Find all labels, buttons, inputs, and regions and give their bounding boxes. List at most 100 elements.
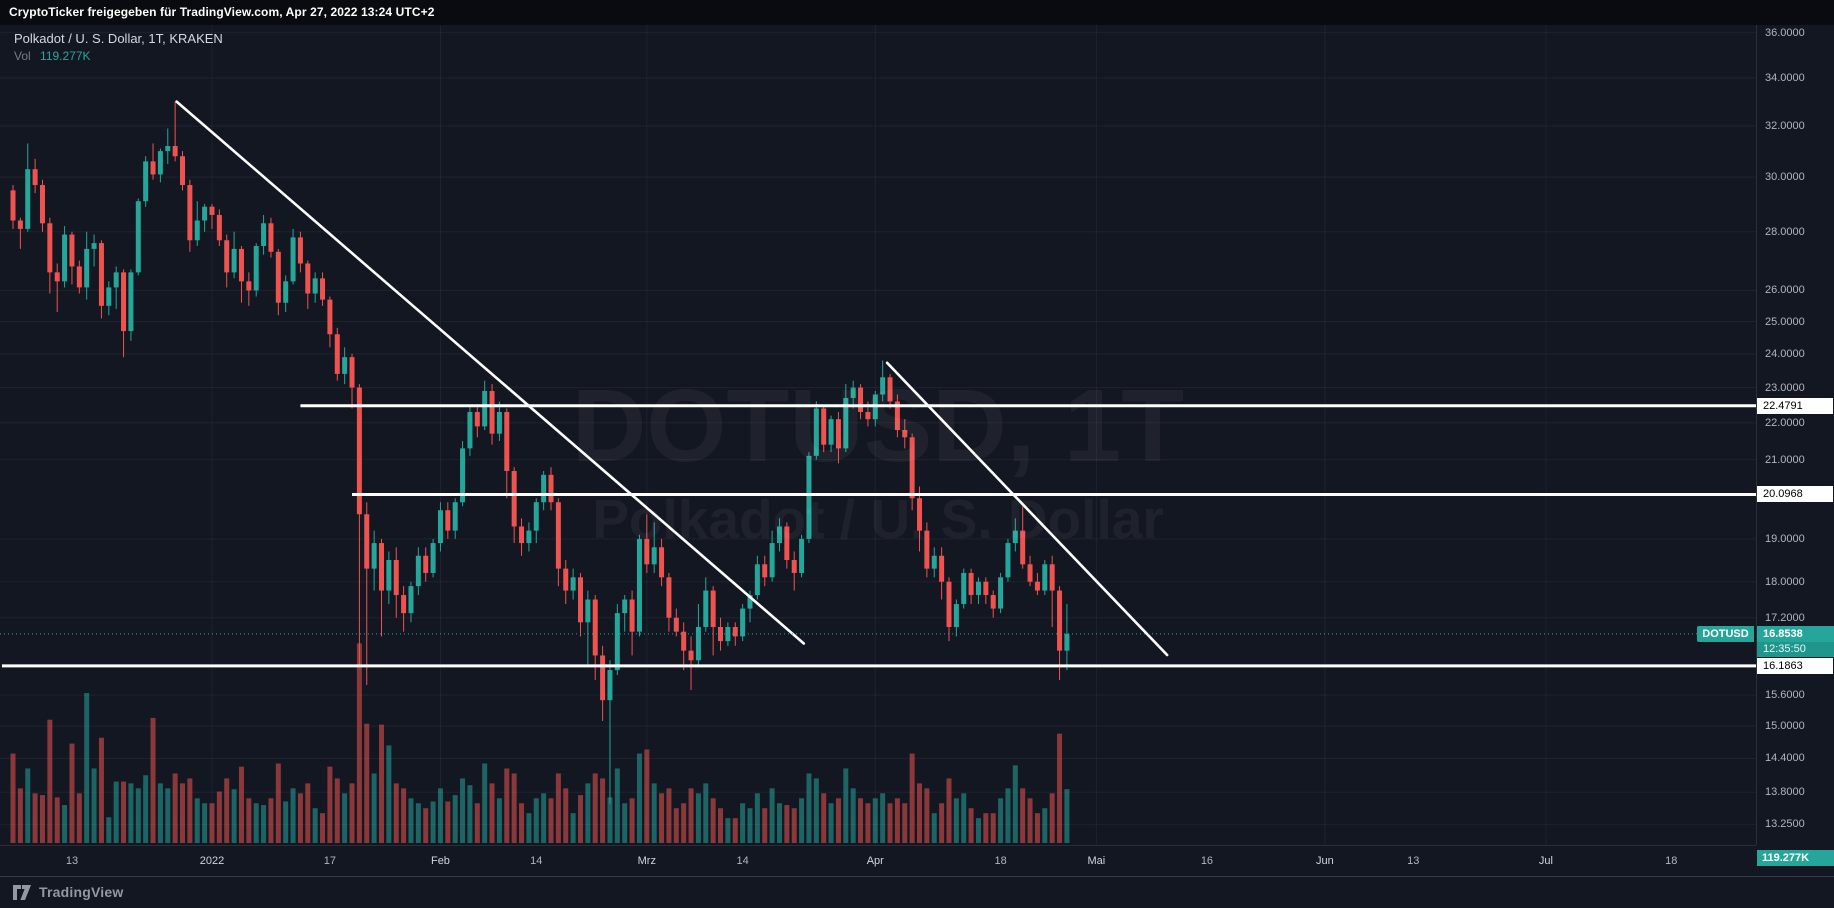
candle-body	[1064, 633, 1070, 651]
volume-bar	[268, 798, 274, 843]
candle-body	[548, 474, 554, 503]
candle-body	[880, 377, 886, 395]
candle-body	[526, 530, 532, 544]
time-tick-label: Apr	[866, 855, 884, 867]
volume-bar	[1034, 813, 1040, 843]
candle-body	[806, 455, 812, 539]
volume-bar	[975, 818, 981, 843]
candle-body	[386, 560, 392, 591]
volume-bar	[850, 788, 856, 843]
candle-body	[629, 599, 635, 632]
volume-bar	[894, 798, 900, 843]
candle-body	[1027, 564, 1033, 582]
volume-bar	[379, 724, 384, 843]
volume-bar	[261, 805, 267, 843]
volume-bar	[666, 788, 672, 843]
candle-body	[961, 572, 967, 605]
tradingview-logo-text: TradingView	[39, 884, 124, 900]
volume-bar	[504, 768, 510, 843]
volume-bar	[39, 795, 45, 843]
volume-bar	[430, 801, 436, 843]
volume-bar	[681, 803, 687, 843]
price-tick-label: 13.2500	[1765, 818, 1805, 831]
candle-body	[91, 243, 97, 249]
volume-bar	[511, 773, 517, 843]
volume-bar	[622, 803, 628, 843]
candle-body	[460, 448, 466, 503]
time-tick-label: 13	[1407, 855, 1420, 867]
candle-body	[725, 626, 731, 642]
volume-bar	[17, 788, 23, 843]
candle-body	[290, 237, 296, 282]
volume-bar	[10, 753, 16, 843]
time-tick-label: Jul	[1538, 855, 1553, 867]
volume-bar	[356, 643, 362, 843]
candle-body	[54, 272, 60, 282]
candle-body	[253, 246, 259, 291]
volume-bar	[725, 818, 731, 843]
mid-price-label: 20.0968	[1757, 486, 1833, 503]
volume-bar	[62, 805, 68, 843]
tradingview-icon	[13, 884, 31, 900]
candle-body	[953, 604, 959, 627]
price-axis[interactable]: USD 36.000034.000032.000030.000028.00002…	[1756, 25, 1834, 845]
candle-body	[541, 474, 547, 503]
candle-body	[121, 272, 127, 332]
volume-bar	[924, 788, 930, 843]
candle-body	[533, 502, 539, 531]
volume-bar	[695, 793, 701, 843]
volume-bar	[718, 808, 724, 843]
candle-body	[393, 560, 399, 596]
volume-bar	[858, 798, 864, 843]
candle-body	[917, 498, 923, 531]
chart-pane[interactable]	[0, 25, 1756, 845]
candle-body	[762, 564, 768, 578]
candle-body	[467, 412, 473, 449]
volume-bar	[843, 768, 849, 843]
time-tick-label: 17	[323, 855, 337, 867]
time-tick-label: 13	[65, 855, 79, 867]
volume-bar	[644, 749, 650, 843]
candle-body	[519, 526, 525, 544]
volume-bar	[482, 763, 488, 843]
candle-body	[887, 377, 893, 402]
price-tick-label: 17.2000	[1765, 611, 1805, 624]
volume-bar	[607, 797, 613, 843]
candle-body	[644, 538, 650, 565]
candle-body	[600, 655, 606, 701]
volume-bar	[961, 793, 967, 843]
volume-bar	[651, 783, 657, 843]
volume-bar	[69, 743, 75, 843]
volume-bar	[865, 803, 871, 843]
tradingview-logo[interactable]: TradingView	[13, 884, 123, 900]
volume-bar	[710, 798, 716, 843]
symbol-title[interactable]: Polkadot / U. S. Dollar, 1T, KRAKEN	[14, 31, 223, 46]
price-tick-label: 15.0000	[1765, 720, 1805, 733]
candle-body	[1049, 564, 1055, 591]
volume-bar	[821, 793, 827, 843]
volume-axis-label: 119.277K	[1757, 850, 1834, 866]
candle-body	[238, 248, 244, 282]
price-tick-label: 15.6000	[1765, 689, 1805, 702]
candle-body	[776, 526, 782, 544]
candle-body	[84, 248, 90, 288]
candle-body	[224, 240, 230, 273]
time-axis[interactable]: 13 2022 17 Feb 14 Mrz 14 Apr 18 Mai 16 Jun 13 Jul 18	[0, 845, 1756, 877]
candle-body	[1057, 590, 1063, 651]
candle-body	[342, 357, 348, 374]
price-tick-label: 26.0000	[1765, 284, 1805, 297]
price-tick-label: 14.4000	[1765, 752, 1805, 765]
candle-body	[275, 251, 281, 303]
volume-bar	[563, 788, 569, 843]
volume-bar	[283, 801, 289, 843]
volume-bar	[54, 797, 60, 843]
candle-body	[828, 419, 834, 445]
trendline	[885, 361, 1169, 657]
volume-bar	[917, 783, 923, 843]
candle-body	[784, 526, 790, 561]
volume-legend-label: Vol	[14, 49, 31, 63]
candle-body	[975, 581, 981, 596]
price-tick-label: 19.0000	[1765, 532, 1805, 545]
volume-bar	[32, 793, 38, 843]
candle-body	[703, 590, 709, 627]
